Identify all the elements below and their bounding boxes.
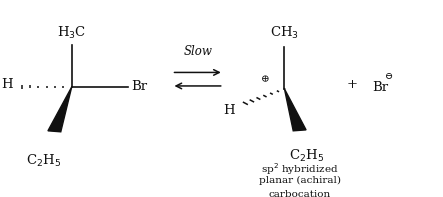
Text: ⊕: ⊕ — [260, 76, 269, 85]
Text: Br: Br — [132, 80, 148, 93]
Text: Br: Br — [372, 81, 388, 94]
Text: CH$_3$: CH$_3$ — [270, 24, 299, 41]
Text: +: + — [346, 78, 357, 90]
Text: C$_2$H$_5$: C$_2$H$_5$ — [26, 152, 61, 169]
Text: planar (achiral): planar (achiral) — [259, 176, 341, 185]
Text: H: H — [1, 78, 13, 91]
Polygon shape — [284, 89, 306, 131]
Text: ⊖: ⊖ — [385, 72, 392, 81]
Text: C$_2$H$_5$: C$_2$H$_5$ — [288, 148, 324, 164]
Text: H$_3$C: H$_3$C — [57, 24, 86, 41]
Polygon shape — [48, 87, 72, 132]
Text: sp$^2$ hybridized: sp$^2$ hybridized — [261, 161, 338, 177]
Text: Slow: Slow — [183, 45, 212, 58]
Text: carbocation: carbocation — [268, 190, 331, 197]
Text: H: H — [223, 104, 234, 117]
